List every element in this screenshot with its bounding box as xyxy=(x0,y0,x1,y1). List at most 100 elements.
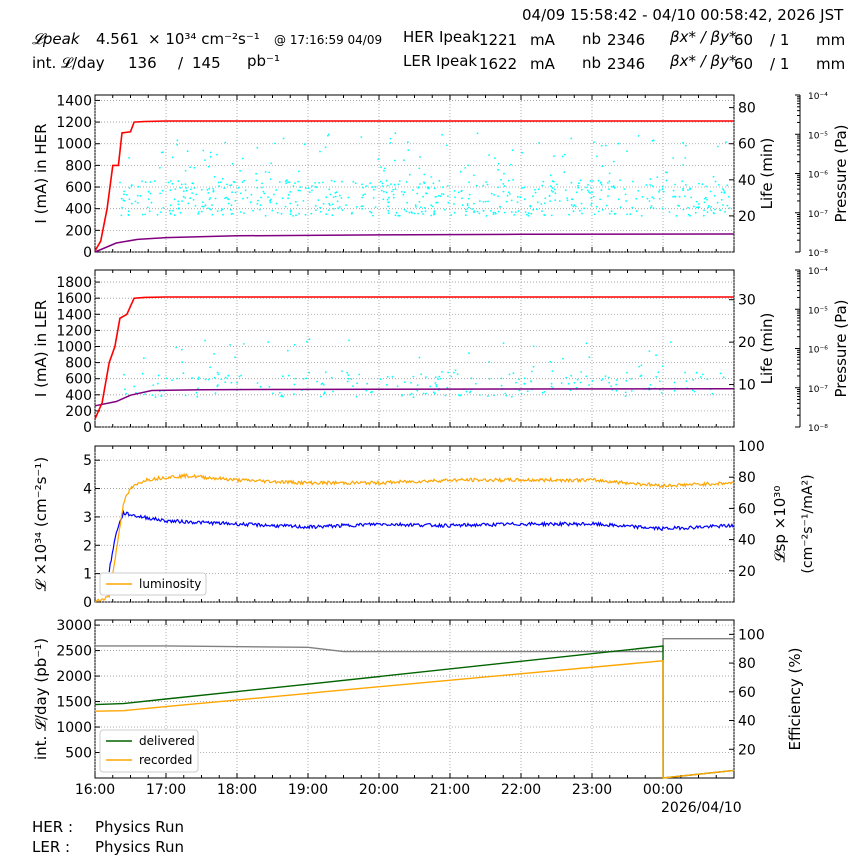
ler-life-point xyxy=(567,382,570,385)
her-life-point xyxy=(185,187,188,189)
her-life-point xyxy=(570,204,573,206)
ler-life-point xyxy=(630,390,633,392)
ler-life-point xyxy=(630,378,633,380)
her-life-point xyxy=(440,193,443,195)
her-life-point xyxy=(134,200,137,203)
her-life-point xyxy=(147,190,150,193)
ler-life-point xyxy=(435,384,438,386)
ler-life-point xyxy=(385,384,388,386)
her-life-point xyxy=(382,198,385,201)
int-tick-label-y2: 60 xyxy=(738,685,756,701)
her-life-point xyxy=(222,213,224,216)
her-life-point xyxy=(416,192,419,195)
ler-status-label: LER : xyxy=(32,838,71,856)
ler-life-point xyxy=(217,384,219,386)
her-life-point xyxy=(141,213,144,216)
her-life-point xyxy=(726,184,729,187)
her-life-point xyxy=(722,188,724,190)
her-life-point xyxy=(274,142,276,145)
her-life-point xyxy=(658,198,661,200)
her-life-point xyxy=(418,201,421,203)
ler-life-point xyxy=(420,373,423,376)
her-life-point xyxy=(264,214,267,217)
ler-life-point xyxy=(434,392,436,395)
her-life-point xyxy=(292,215,294,217)
ler-life-point xyxy=(234,356,237,359)
ler-life-point xyxy=(608,381,611,384)
ler-life-point xyxy=(184,394,187,397)
her-life-point xyxy=(383,169,385,172)
her-life-point xyxy=(234,191,237,194)
ler-tick-label-y: 1200 xyxy=(56,323,92,339)
her-life-point xyxy=(511,149,514,152)
ler-life-point xyxy=(302,377,305,380)
ler-life-point xyxy=(560,382,563,384)
her-life-point xyxy=(364,193,366,196)
her-life-point xyxy=(381,185,384,188)
lum-legend-box xyxy=(99,572,207,596)
her-life-point xyxy=(544,197,547,200)
her-life-point xyxy=(423,173,426,176)
her-life-point xyxy=(194,205,197,207)
ler-life-point xyxy=(508,373,511,376)
her-life-point xyxy=(338,206,341,208)
ler-life-point xyxy=(576,378,579,381)
her-current-line xyxy=(94,120,734,252)
her-life-point xyxy=(503,172,505,175)
her-beta-x: 60 xyxy=(734,31,754,49)
ler-life-point xyxy=(280,395,282,398)
her-life-point xyxy=(540,203,543,205)
her-life-point xyxy=(257,199,259,202)
her-life-point xyxy=(629,213,632,216)
her-life-point xyxy=(719,209,722,212)
her-life-point xyxy=(322,181,324,184)
her-life-point xyxy=(136,201,139,204)
her-life-point xyxy=(553,155,555,158)
ler-life-point xyxy=(438,375,441,378)
her-life-point xyxy=(386,184,389,187)
her-life-point xyxy=(231,191,234,194)
her-life-point xyxy=(551,187,554,189)
her-life-point xyxy=(191,182,194,185)
her-life-point xyxy=(566,197,568,200)
ler-life-point xyxy=(437,378,439,380)
ler-life-point xyxy=(346,380,349,383)
ler-life-point xyxy=(719,372,722,375)
her-life-point xyxy=(563,171,566,174)
ler-life-point xyxy=(532,365,535,368)
her-life-point xyxy=(120,214,123,217)
ler-life-point xyxy=(626,371,628,374)
her-life-point xyxy=(263,192,266,195)
her-life-point xyxy=(658,191,660,193)
her-life-point xyxy=(290,211,292,213)
her-life-point xyxy=(195,193,198,196)
her-life-point xyxy=(682,189,684,192)
ler-life-point xyxy=(450,375,453,378)
her-life-point xyxy=(130,202,133,205)
her-life-point xyxy=(204,159,206,162)
her-life-point xyxy=(726,204,729,207)
her-life-point xyxy=(419,183,421,185)
ler-life-point xyxy=(226,377,229,380)
her-life-point xyxy=(568,213,570,216)
ler-life-point xyxy=(684,371,686,374)
her-life-point xyxy=(592,180,594,182)
her-life-point xyxy=(509,163,512,166)
her-life-point xyxy=(137,185,140,188)
ler-life-point xyxy=(685,380,688,382)
her-life-point xyxy=(207,165,210,168)
her-life-point xyxy=(256,186,259,189)
her-life-point xyxy=(408,173,411,176)
her-life-point xyxy=(436,201,439,204)
ler-life-point xyxy=(347,377,350,380)
her-life-point xyxy=(664,171,667,174)
her-life-point xyxy=(286,179,288,182)
her-life-point xyxy=(246,196,249,199)
her-life-point xyxy=(461,197,463,200)
int-tick-label-y2: 80 xyxy=(738,656,756,672)
her-life-point xyxy=(388,201,390,204)
her-life-point xyxy=(497,195,499,198)
ler-life-point xyxy=(386,375,389,378)
ler-life-point xyxy=(518,378,521,381)
